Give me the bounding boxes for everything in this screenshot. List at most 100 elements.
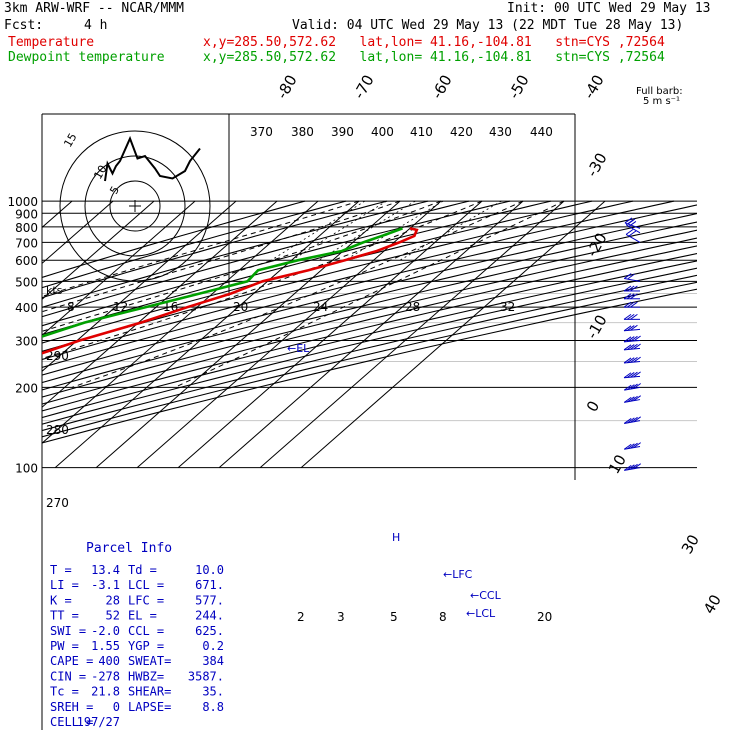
pressure-tick-label: 500	[15, 275, 38, 289]
wind-barb-flag	[627, 464, 635, 471]
wind-barb-flag	[627, 273, 635, 280]
dry-adiabat	[42, 267, 697, 425]
dewpoint-trace	[42, 227, 403, 338]
dry-adiabat	[42, 200, 511, 327]
theta-label: 390	[331, 125, 354, 139]
dry-adiabat	[42, 200, 552, 336]
wind-barb-flag	[627, 218, 636, 225]
wind-barb-flag	[630, 335, 638, 342]
hodograph-ring	[84, 155, 186, 257]
mixing-ratio-label: 20	[537, 610, 552, 624]
parcel-key: SWI =	[50, 624, 86, 638]
wind-barb-flag	[633, 442, 641, 449]
wind-barb	[624, 420, 641, 424]
wind-barb-flag	[630, 324, 638, 331]
parcel-value: 21.8	[91, 685, 120, 699]
mixing-ratio-label: 2	[297, 610, 305, 624]
wind-barb-flag	[633, 416, 641, 423]
parcel-key: SHEAR=	[128, 685, 171, 699]
isotherm	[177, 200, 483, 468]
parcel-key: T =	[50, 563, 72, 577]
parcel-value: 0	[113, 700, 120, 714]
dry-adiabat	[42, 200, 634, 352]
dry-adiabat	[42, 200, 306, 278]
temperature-legend: Temperature	[8, 35, 95, 50]
marker-ccl: ←CCL	[470, 589, 502, 602]
parcel-key: EL =	[128, 609, 157, 623]
parcel-info-title: Parcel Info	[86, 541, 172, 556]
mixing-ratio-line	[399, 200, 502, 261]
thetae-label: 28	[405, 300, 420, 314]
isotherm-label: 10	[605, 451, 630, 477]
wind-barb-flag	[630, 313, 638, 320]
wind-barbs	[623, 217, 641, 471]
isotherm	[259, 200, 565, 468]
parcel-value: 3587.	[188, 669, 224, 683]
parcel-value: -3.1	[91, 578, 120, 592]
marker-el: ←EL	[287, 342, 310, 355]
wind-barb	[624, 386, 641, 391]
wind-barb-flag	[630, 356, 638, 363]
thetae-label: 8	[67, 300, 75, 314]
temperature-trace	[42, 227, 419, 355]
wind-barb-flag	[626, 357, 635, 364]
dry-adiabat	[42, 200, 470, 318]
dewpoint-legend: Dewpoint temperature	[8, 50, 165, 65]
wind-barb-flag	[626, 336, 635, 342]
parcel-key: LI =	[50, 578, 79, 592]
wind-barb-flag	[626, 325, 635, 331]
dry-adiabat	[42, 200, 675, 361]
parcel-value: 10.0	[195, 563, 224, 577]
pressure-tick-label: 1000	[7, 195, 38, 209]
wind-barb-flag	[626, 372, 635, 378]
pressure-tick-label: 700	[15, 236, 38, 250]
wind-barb-flag	[623, 464, 632, 471]
mixing-ratio-label: 8	[439, 610, 447, 624]
mixing-ratio-line	[271, 200, 366, 261]
wind-legend: Full barb:	[636, 86, 683, 97]
theta-label: 440	[530, 125, 553, 139]
wind-barb-flag	[627, 443, 635, 450]
wind-barb-flag	[623, 285, 632, 292]
parcel-value: 35.	[202, 685, 224, 699]
wind-barb-flag	[626, 344, 635, 350]
dry-adiabat	[42, 281, 697, 438]
moist-adiabat	[174, 200, 565, 388]
kts-label: kts	[46, 284, 63, 297]
theta-label: 370	[250, 125, 273, 139]
parcel-key: SWEAT=	[128, 654, 171, 668]
dry-adiabat	[42, 253, 697, 412]
wind-barb-flag	[623, 372, 632, 379]
parcel-value: 244.	[195, 609, 224, 623]
wind-barb-flag	[623, 301, 632, 308]
marker-lcl: ←LCL	[466, 607, 496, 620]
parcel-value: 13.4	[91, 563, 120, 577]
marker-h: H	[392, 531, 400, 544]
parcel-key: PW =	[50, 639, 79, 653]
wind-barb-flag	[630, 463, 638, 470]
dry-adiabat	[42, 260, 697, 419]
isotherm	[54, 200, 360, 468]
model-title: 3km ARW-WRF -- NCAR/MMM	[4, 1, 185, 16]
hodograph-trace	[104, 135, 201, 182]
theta-label: 420	[450, 125, 473, 139]
wind-barb-flag	[626, 285, 635, 292]
wind-barb-flag	[630, 301, 638, 308]
sounding-traces	[42, 227, 419, 355]
wind-barb-flag	[623, 325, 632, 332]
isotherm-label: 0	[583, 398, 603, 415]
wind-barb-flag	[626, 313, 635, 320]
moist-adiabat	[42, 200, 442, 332]
wind-barb-flag	[633, 371, 641, 378]
thetae-label: 20	[233, 300, 248, 314]
theta-label: 430	[489, 125, 512, 139]
parcel-value: 625.	[195, 624, 224, 638]
wind-barb-flag	[623, 293, 632, 300]
parcel-key: Td =	[128, 563, 157, 577]
wind-barb	[624, 347, 641, 351]
plot-frame	[41, 113, 576, 730]
mixing-ratio-label: 3	[337, 610, 345, 624]
hodograph-ring-label: 15	[61, 131, 79, 150]
dry-adiabat	[42, 200, 388, 299]
